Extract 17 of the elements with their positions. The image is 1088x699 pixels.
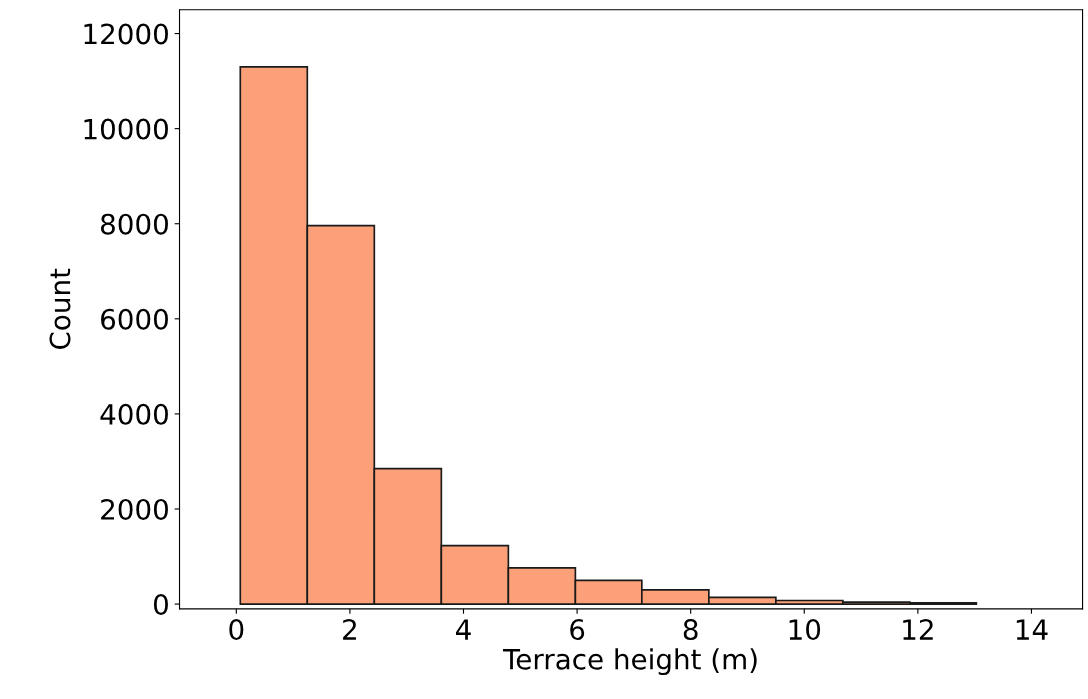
x-axis-title: Terrace height (m) bbox=[502, 648, 757, 676]
y-tick-label: 2000 bbox=[101, 498, 168, 520]
x-tick-label: 8 bbox=[683, 619, 698, 641]
y-axis-title: Count bbox=[49, 268, 71, 349]
x-tick-label: 0 bbox=[229, 619, 244, 641]
y-tick-label: 8000 bbox=[100, 213, 168, 235]
x-tick-label: 10 bbox=[789, 619, 821, 641]
x-tick-label: 6 bbox=[570, 619, 585, 641]
y-tick-label: 10000 bbox=[84, 118, 168, 140]
y-tick-label: 0 bbox=[153, 594, 168, 616]
y-tick-label: 12000 bbox=[84, 23, 168, 45]
x-tick-label: 12 bbox=[903, 619, 933, 640]
y-tick-label: 6000 bbox=[101, 308, 168, 330]
x-tick-label: 4 bbox=[456, 619, 471, 640]
x-tick-label: 14 bbox=[1016, 619, 1048, 640]
y-tick-label: 4000 bbox=[100, 403, 168, 425]
x-tick-label: 2 bbox=[343, 619, 356, 640]
